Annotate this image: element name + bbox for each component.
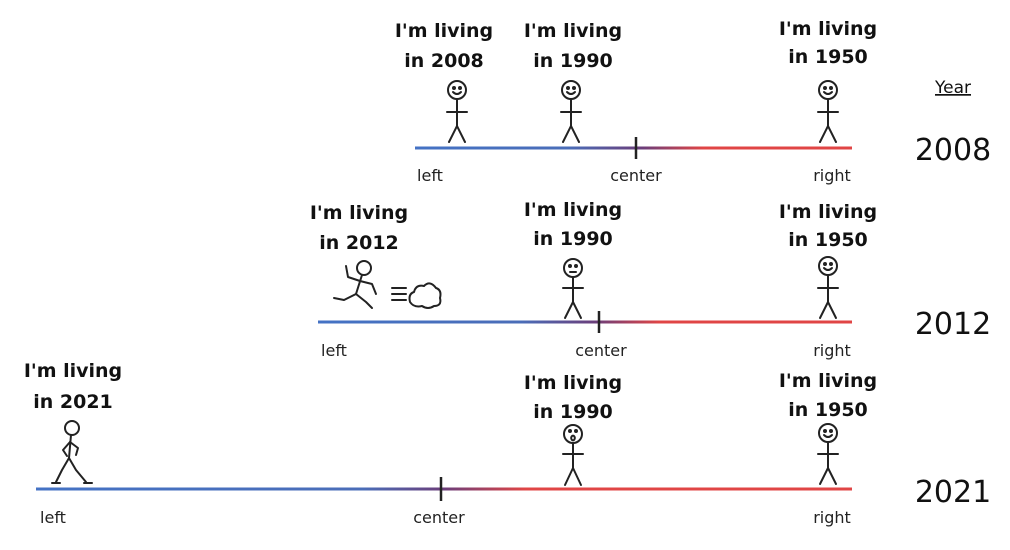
figure-caption-line1: I'm living — [310, 202, 408, 224]
year-heading: Year — [934, 78, 971, 98]
year-label: 2012 — [915, 307, 991, 342]
figure-caption-line2: in 1990 — [533, 228, 613, 250]
figure-caption-line2: in 2008 — [404, 50, 484, 72]
figure-caption-line2: in 1990 — [533, 50, 613, 72]
left-label: left — [321, 341, 347, 360]
dust-cloud-icon — [391, 282, 442, 309]
figure-caption-line1: I'm living — [524, 20, 622, 42]
figure-in-1950: I'm living in 1950 — [779, 18, 877, 143]
left-label: left — [417, 166, 443, 185]
stick-figure-smiling-icon — [817, 256, 839, 319]
right-label: right — [813, 166, 851, 185]
row-2021: left center right 2021 I'm living in 202… — [24, 360, 991, 527]
stick-figure-surprised-icon — [562, 424, 584, 486]
stick-figure-smiling-icon — [446, 80, 468, 143]
stick-figure-neutral-icon — [562, 258, 584, 319]
center-label: center — [413, 508, 465, 527]
stick-figure-smiling-icon — [560, 80, 582, 143]
figure-caption-line2: in 1950 — [788, 46, 868, 68]
figure-caption-line1: I'm living — [395, 20, 493, 42]
figure-caption-line1: I'm living — [24, 360, 122, 382]
figure-caption-line2: in 1950 — [788, 229, 868, 251]
figure-in-1990: I'm living in 1990 — [524, 372, 622, 486]
row-2008: left center right 2008 I'm living in 200… — [395, 18, 991, 185]
figure-in-2021: I'm living in 2021 — [24, 360, 122, 484]
row-2012: left center right 2012 I'm living in 201… — [310, 199, 991, 360]
center-label: center — [575, 341, 627, 360]
figure-caption-line1: I'm living — [524, 199, 622, 221]
figure-caption-line2: in 1990 — [533, 401, 613, 423]
figure-caption-line2: in 2012 — [319, 232, 399, 254]
figure-caption-line2: in 2021 — [33, 391, 113, 413]
figure-caption-line1: I'm living — [779, 201, 877, 223]
stick-figure-walking-icon — [51, 420, 93, 484]
figure-in-1990: I'm living in 1990 — [524, 199, 622, 319]
year-label: 2021 — [915, 475, 991, 510]
left-label: left — [40, 508, 66, 527]
figure-in-1990: I'm living in 1990 — [524, 20, 622, 143]
figure-caption-line1: I'm living — [524, 372, 622, 394]
year-label: 2008 — [915, 133, 991, 168]
center-label: center — [610, 166, 662, 185]
figure-in-2012: I'm living in 2012 — [310, 202, 442, 309]
stick-figure-smiling-icon — [817, 423, 839, 485]
figure-caption-line1: I'm living — [779, 370, 877, 392]
right-label: right — [813, 508, 851, 527]
stick-figure-running-icon — [333, 260, 377, 309]
right-label: right — [813, 341, 851, 360]
figure-caption-line2: in 1950 — [788, 399, 868, 421]
stick-figure-smiling-icon — [817, 80, 839, 143]
figure-in-2008: I'm living in 2008 — [395, 20, 493, 143]
figure-in-1950: I'm living in 1950 — [779, 370, 877, 485]
figure-in-1950: I'm living in 1950 — [779, 201, 877, 319]
figure-caption-line1: I'm living — [779, 18, 877, 40]
